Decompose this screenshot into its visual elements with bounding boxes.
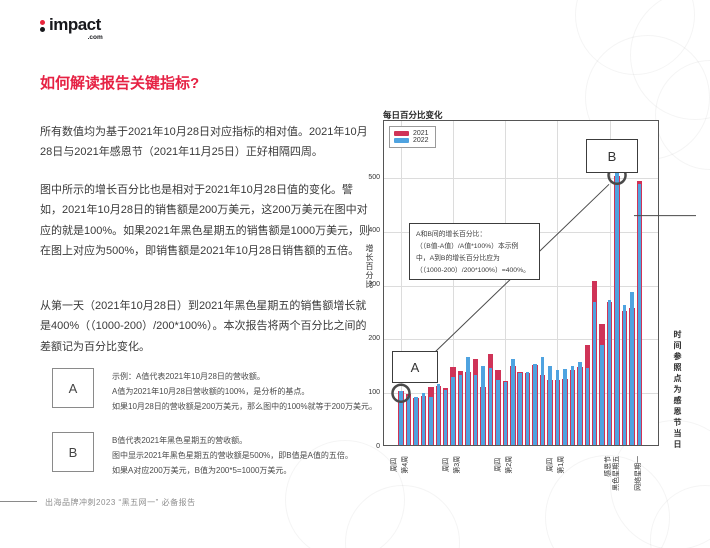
paragraph-3: 从第一天（2021年10月28日）到2021年黑色星期五的销售额增长就是400%… — [40, 300, 367, 353]
bar-2022-day-33 — [637, 184, 642, 445]
bar-2022-day-20 — [540, 356, 545, 445]
bar-2022-day-4 — [421, 392, 426, 445]
callout-line-3: 中，A到B的增长百分比应为 — [416, 254, 500, 262]
bar-2022-day-2 — [406, 396, 411, 445]
bar-2022-day-13 — [488, 367, 493, 445]
x-tick-7: 周四 第3周 — [443, 455, 462, 474]
y-tick-200: 200 — [368, 334, 380, 342]
bar-2022-day-9 — [458, 374, 463, 445]
legend-swatch-2022 — [394, 138, 409, 143]
legend-swatch-2021 — [394, 131, 409, 136]
daily-percentage-chart: 每日百分比变化 增长百分比 2021 2022 A B A和B间的增长百分比： … — [358, 104, 708, 514]
bar-2022-day-24 — [570, 366, 575, 445]
x-tick-21: 周四 第1周 — [547, 455, 566, 474]
bar-2022-day-8 — [451, 376, 455, 445]
paragraph-2: 图中所示的增长百分比也是相对于2021年10月28日值的变化。譬如，2021年1… — [40, 184, 371, 258]
example-a-line-2: A值为2021年10月28日营收额的100%，是分析的基点。 — [112, 387, 310, 397]
x-tick-29: 黑色星期五 — [612, 455, 620, 491]
example-b-text: B值代表2021年黑色星期五的营收额。 图中显示2021年黑色星期五的营收额是5… — [112, 432, 353, 479]
callout-line-1: A和B间的增长百分比： — [416, 231, 487, 238]
plot-area: 2021 2022 A B A和B间的增长百分比： （（B值-A值）/A值*10… — [368, 120, 696, 491]
bar-2022-day-11 — [473, 375, 478, 445]
bar-2022-day-16 — [511, 358, 515, 445]
bar-2022-day-3 — [414, 397, 418, 445]
example-a-line-3: 如果10月28日的营收额是200万美元，那么图中的100%就等于200万美元。 — [112, 402, 377, 412]
x-tick-32: 网络星期一 — [634, 455, 642, 491]
footer-text: 出海品牌冲刺2023 “黑五网一” 必备报告 — [45, 498, 196, 507]
brand-tld: .com — [87, 34, 103, 41]
bar-2022-day-29 — [607, 299, 612, 445]
impact-logo: impact .com — [40, 15, 103, 41]
bar-2022-day-23 — [563, 369, 567, 445]
bar-2022-day-1 — [399, 391, 403, 445]
marker-a-box: A — [392, 351, 438, 383]
y-tick-100: 100 — [368, 388, 380, 396]
example-b-line-2: 图中显示2021年黑色星期五的营收额是500%，即B值是A值的五倍。 — [112, 451, 353, 461]
chart-legend: 2021 2022 — [389, 126, 436, 148]
y-tick-0: 0 — [376, 442, 380, 450]
x-tick-14: 周四 第2周 — [495, 455, 514, 474]
bar-2022-day-25 — [578, 361, 582, 445]
legend-label-2021: 2021 — [413, 130, 429, 137]
bar-2022-day-14 — [496, 379, 500, 445]
bar-2022-day-18 — [525, 371, 530, 445]
footer-rule — [0, 501, 37, 502]
gridline-v-week — [609, 121, 611, 445]
page-title: 如何解读报告关键指标? — [40, 75, 200, 92]
bar-2022-day-5 — [429, 397, 433, 445]
example-b-keybox: B — [52, 432, 94, 472]
callout-line-2: （（B值-A值）/A值*100%）本示例 — [416, 242, 519, 250]
bar-2022-day-12 — [481, 366, 485, 445]
bar-2022-day-27 — [592, 302, 597, 445]
bar-2022-day-21 — [548, 366, 552, 445]
bar-2022-day-32 — [630, 291, 634, 445]
example-b: B B值代表2021年黑色星期五的营收额。 图中显示2021年黑色星期五的营收额… — [52, 432, 353, 479]
y-tick-400: 400 — [368, 227, 380, 235]
legend-label-2022: 2022 — [413, 137, 429, 144]
bar-2022-day-19 — [533, 364, 537, 445]
y-axis-label: 增长百分比 — [365, 244, 374, 289]
example-a-line-1: 示例：A值代表2021年10月28日的营收额。 — [112, 372, 265, 381]
time-reference-note: 时间参照点为感恩节当日 — [673, 330, 682, 451]
impact-logo-icon — [40, 19, 45, 32]
legend-item-2022: 2022 — [394, 137, 429, 144]
legend-item-2021: 2021 — [394, 130, 429, 137]
marker-b-box: B — [586, 139, 638, 173]
gridline-h-500 — [384, 178, 658, 179]
example-b-line-1: B值代表2021年黑色星期五的营收额。 — [112, 436, 248, 445]
bar-2022-day-31 — [622, 305, 627, 445]
x-tick-0: 周四 第4周 — [391, 455, 409, 474]
bar-2022-day-15 — [503, 382, 508, 445]
callout-line-4: （（1000-200）/200*100%）=400%。 — [416, 266, 530, 274]
growth-formula-callout: A和B间的增长百分比： （（B值-A值）/A值*100%）本示例 中，A到B的增… — [409, 223, 540, 280]
bar-2022-day-22 — [555, 370, 560, 445]
example-a-keybox: A — [52, 368, 94, 408]
paragraph-1: 所有数值均为基于2021年10月28日对应指标的相对值。2021年10月28日与… — [40, 126, 368, 159]
y-tick-500: 500 — [368, 173, 380, 181]
bar-2022-day-26 — [585, 368, 589, 445]
y-tick-300: 300 — [368, 281, 380, 289]
brand-name: impact — [49, 15, 101, 34]
bar-2022-day-7 — [443, 390, 448, 445]
gridline-v-week — [401, 121, 402, 445]
example-a-text: 示例：A值代表2021年10月28日的营收额。 A值为2021年10月28日营收… — [112, 368, 377, 415]
bar-2022-day-30 — [615, 173, 619, 445]
chart-title: 每日百分比变化 — [383, 110, 443, 120]
example-b-line-3: 如果A对应200万美元，B值为200*5=1000万美元。 — [112, 466, 292, 476]
bar-2022-day-10 — [466, 356, 470, 445]
bar-2022-day-28 — [600, 345, 604, 445]
bar-2022-day-6 — [436, 384, 440, 445]
example-a: A 示例：A值代表2021年10月28日的营收额。 A值为2021年10月28日… — [52, 368, 377, 415]
bar-2022-day-17 — [518, 372, 522, 445]
